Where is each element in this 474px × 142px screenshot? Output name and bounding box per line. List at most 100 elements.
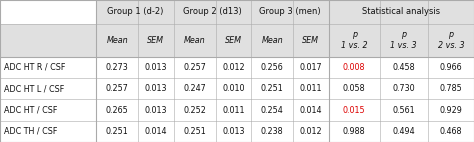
Bar — [216, 57, 251, 78]
Bar — [96, 57, 138, 78]
Bar — [0, 24, 96, 57]
Text: Statistical analysis: Statistical analysis — [362, 7, 440, 16]
Bar — [138, 24, 174, 57]
Text: 0.238: 0.238 — [261, 127, 283, 136]
Bar — [329, 99, 380, 121]
Text: 0.058: 0.058 — [343, 84, 365, 93]
Bar — [329, 78, 380, 99]
Bar — [251, 24, 293, 57]
Bar — [251, 0, 293, 24]
Text: 0.730: 0.730 — [392, 84, 415, 93]
Text: 0.011: 0.011 — [222, 106, 245, 115]
Text: 0.561: 0.561 — [392, 106, 415, 115]
Bar — [329, 57, 380, 78]
Text: Mean: Mean — [261, 36, 283, 45]
Bar — [174, 24, 216, 57]
Text: ADC HT / CSF: ADC HT / CSF — [4, 106, 57, 115]
Bar — [96, 121, 138, 142]
Bar — [138, 57, 174, 78]
Text: ADC TH / CSF: ADC TH / CSF — [4, 127, 57, 136]
Text: 0.014: 0.014 — [300, 106, 322, 115]
Bar — [380, 24, 428, 57]
Text: Group 1 (d-2): Group 1 (d-2) — [107, 7, 163, 16]
Bar — [380, 78, 428, 99]
Bar — [96, 99, 138, 121]
Text: 0.458: 0.458 — [392, 63, 415, 72]
Text: 0.251: 0.251 — [261, 84, 283, 93]
Bar — [293, 57, 329, 78]
Text: 0.256: 0.256 — [261, 63, 283, 72]
Text: Mean: Mean — [106, 36, 128, 45]
Text: 0.010: 0.010 — [222, 84, 245, 93]
Text: ADC HT L / CSF: ADC HT L / CSF — [4, 84, 64, 93]
Bar — [428, 121, 474, 142]
Text: 0.257: 0.257 — [106, 84, 128, 93]
Bar — [329, 121, 380, 142]
Text: 0.494: 0.494 — [392, 127, 415, 136]
Bar — [251, 57, 293, 78]
Text: 0.014: 0.014 — [145, 127, 167, 136]
Bar — [138, 0, 174, 24]
Bar — [428, 99, 474, 121]
Bar — [0, 99, 96, 121]
Bar — [216, 0, 251, 24]
Bar — [293, 78, 329, 99]
Text: 0.252: 0.252 — [183, 106, 206, 115]
Text: 0.012: 0.012 — [300, 127, 322, 136]
Bar — [0, 78, 96, 99]
Text: 0.251: 0.251 — [183, 127, 206, 136]
Bar — [96, 0, 138, 24]
Text: 0.012: 0.012 — [222, 63, 245, 72]
Text: 0.257: 0.257 — [183, 63, 206, 72]
Text: 0.013: 0.013 — [145, 106, 167, 115]
Text: Group 2 (d13): Group 2 (d13) — [183, 7, 242, 16]
Bar — [293, 0, 329, 24]
Bar — [96, 78, 138, 99]
Text: 0.988: 0.988 — [343, 127, 365, 136]
Text: 0.013: 0.013 — [145, 63, 167, 72]
Bar — [174, 78, 216, 99]
Text: 0.254: 0.254 — [261, 106, 283, 115]
Bar — [216, 121, 251, 142]
Bar — [293, 24, 329, 57]
Bar — [380, 57, 428, 78]
Text: 0.017: 0.017 — [300, 63, 322, 72]
Text: 0.011: 0.011 — [300, 84, 322, 93]
Bar — [380, 121, 428, 142]
Text: 0.273: 0.273 — [106, 63, 128, 72]
Bar — [251, 99, 293, 121]
Text: 0.785: 0.785 — [439, 84, 462, 93]
Text: 0.251: 0.251 — [106, 127, 128, 136]
Bar — [329, 0, 380, 24]
Text: Group 3 (men): Group 3 (men) — [259, 7, 321, 16]
Bar — [251, 121, 293, 142]
Text: 0.013: 0.013 — [222, 127, 245, 136]
Bar — [138, 78, 174, 99]
Text: 0.247: 0.247 — [183, 84, 206, 93]
Text: 0.468: 0.468 — [439, 127, 462, 136]
Text: p
1 vs. 2: p 1 vs. 2 — [341, 30, 367, 50]
Text: SEM: SEM — [147, 36, 164, 45]
Bar — [380, 0, 428, 24]
Bar — [329, 24, 380, 57]
Bar — [293, 121, 329, 142]
Text: p
2 vs. 3: p 2 vs. 3 — [438, 30, 464, 50]
Text: 0.013: 0.013 — [145, 84, 167, 93]
Bar — [216, 24, 251, 57]
Bar — [174, 121, 216, 142]
Bar — [96, 24, 138, 57]
Bar — [216, 99, 251, 121]
Bar — [251, 78, 293, 99]
Bar — [428, 24, 474, 57]
Bar — [293, 99, 329, 121]
Bar — [428, 57, 474, 78]
Bar — [138, 121, 174, 142]
Text: 0.966: 0.966 — [439, 63, 462, 72]
Text: 0.929: 0.929 — [439, 106, 462, 115]
Bar — [428, 78, 474, 99]
Text: Mean: Mean — [184, 36, 206, 45]
Bar — [0, 57, 96, 78]
Bar — [428, 0, 474, 24]
Text: 0.015: 0.015 — [343, 106, 365, 115]
Bar — [174, 0, 216, 24]
